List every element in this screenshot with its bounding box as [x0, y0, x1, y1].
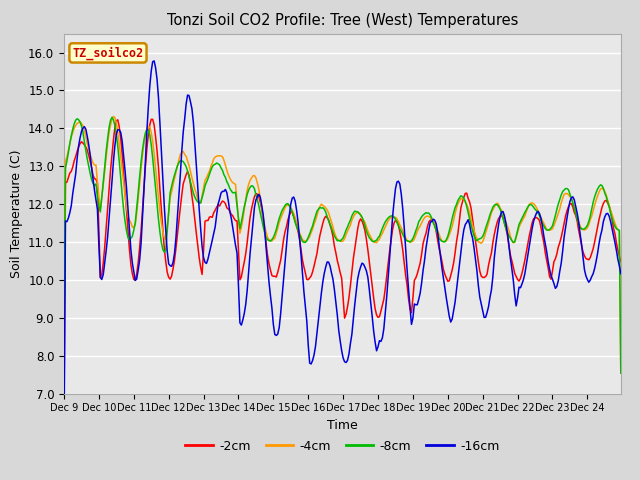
Y-axis label: Soil Temperature (C): Soil Temperature (C) [10, 149, 22, 278]
X-axis label: Time: Time [327, 419, 358, 432]
Title: Tonzi Soil CO2 Profile: Tree (West) Temperatures: Tonzi Soil CO2 Profile: Tree (West) Temp… [166, 13, 518, 28]
Text: TZ_soilco2: TZ_soilco2 [72, 46, 143, 60]
Legend: -2cm, -4cm, -8cm, -16cm: -2cm, -4cm, -8cm, -16cm [180, 434, 504, 457]
